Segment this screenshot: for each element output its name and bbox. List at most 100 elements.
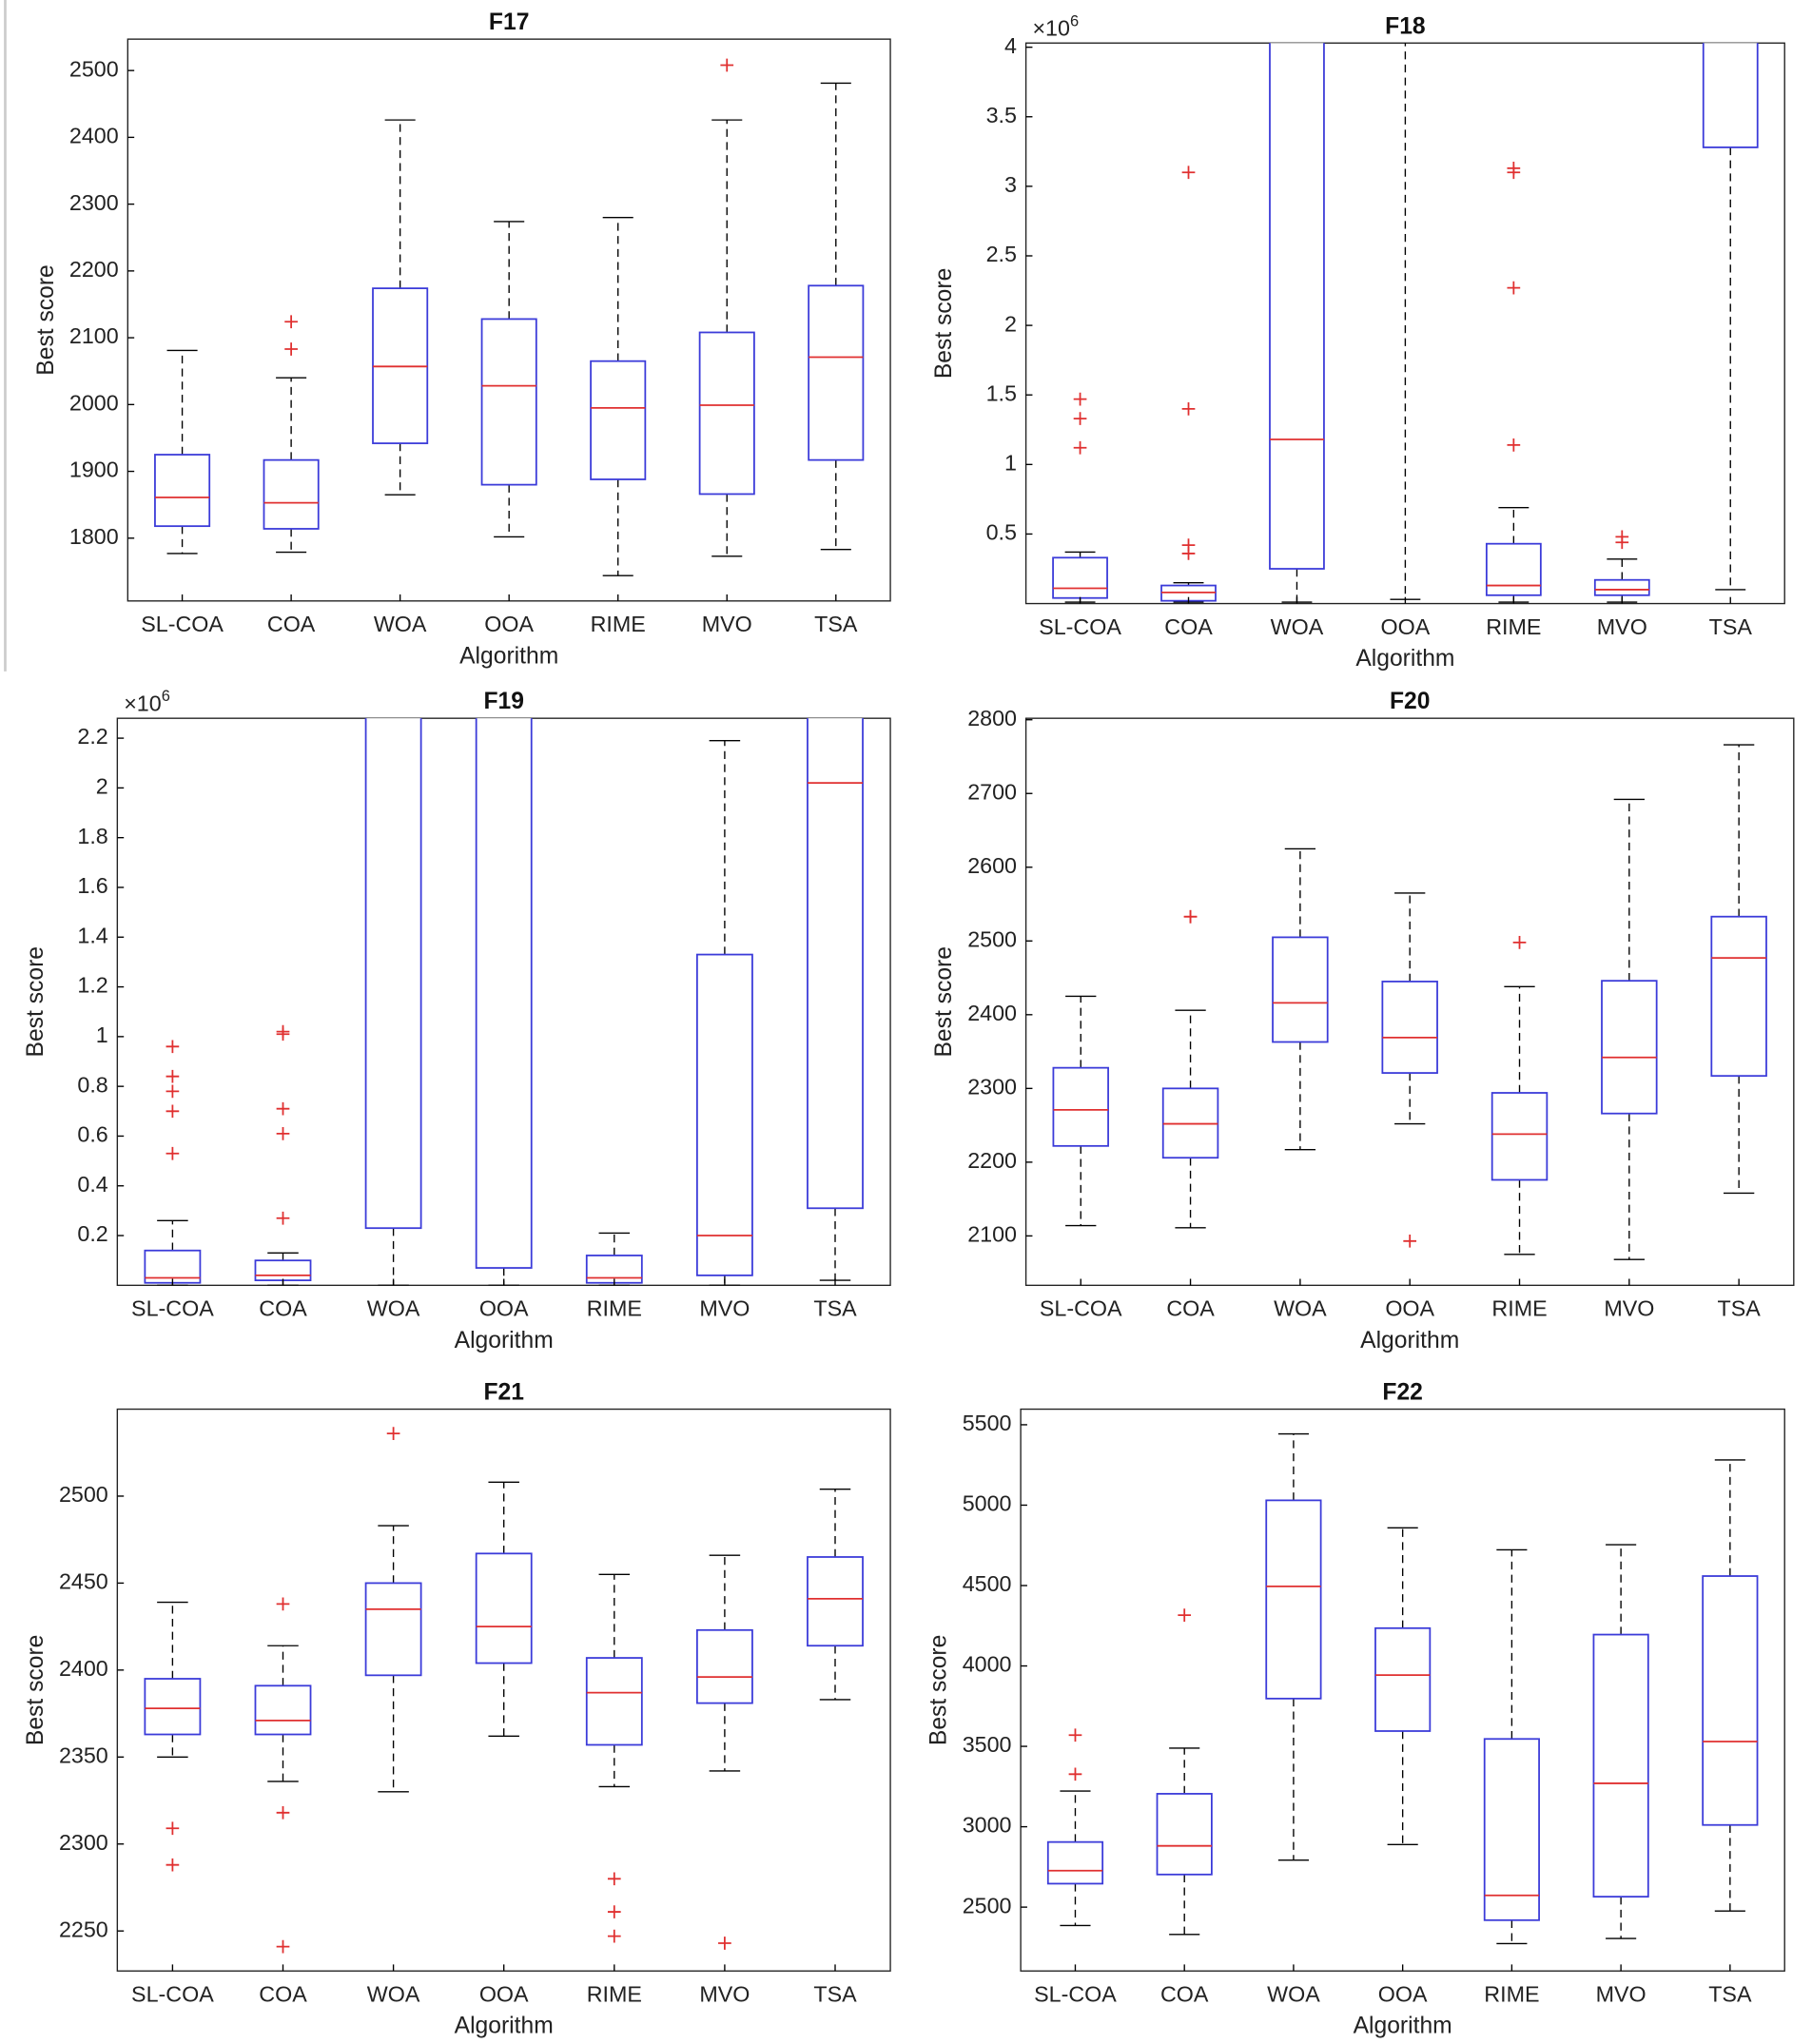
- x-tick-label: RIME: [591, 612, 646, 636]
- outlier: [1615, 535, 1629, 550]
- outlier: [1507, 165, 1521, 180]
- plot-area: [144, 1427, 864, 1954]
- x-axis-label: Algorithm: [459, 643, 558, 669]
- x-tick-label: MVO: [1597, 614, 1647, 639]
- x-axis-label: Algorithm: [1355, 646, 1454, 672]
- outlier: [1073, 440, 1087, 455]
- y-tick-label: 1.8: [77, 824, 107, 848]
- y-tick-label: 0.6: [77, 1122, 107, 1147]
- outlier: [1068, 1728, 1082, 1742]
- outlier: [386, 1427, 400, 1440]
- y-tick-label: 3000: [963, 1813, 1012, 1838]
- x-tick-label: SL-COA: [141, 612, 224, 636]
- y-tick-label: 5500: [963, 1411, 1012, 1435]
- outlier: [166, 1146, 180, 1160]
- box: [695, 953, 753, 1276]
- x-tick-label: SL-COA: [131, 1296, 214, 1321]
- y-tick-label: 1.4: [77, 923, 107, 947]
- y-tick-label: 0.5: [986, 520, 1017, 545]
- x-tick-label: COA: [259, 1981, 307, 2006]
- box: [1272, 936, 1329, 1043]
- y-tick-label: 4500: [963, 1571, 1012, 1596]
- outlier: [276, 1126, 290, 1140]
- y-tick-label: 4000: [963, 1652, 1012, 1677]
- x-tick-label: COA: [259, 1296, 307, 1321]
- y-tick-label: 2400: [59, 1656, 108, 1681]
- box: [1052, 1066, 1109, 1147]
- chart-title: F22: [1382, 1380, 1423, 1406]
- x-tick-label: OOA: [479, 1981, 529, 2006]
- y-tick-label: 2500: [69, 56, 119, 81]
- chart: SL-COA COA WOA OOA RIME MVO TSA 2100 2200 2300 240…: [931, 689, 1795, 1353]
- plot-area: [144, 718, 864, 1286]
- y-tick-label: 1.6: [77, 873, 107, 898]
- box: [254, 1684, 312, 1736]
- y-tick-label: 2: [1004, 311, 1017, 336]
- outlier: [607, 1872, 621, 1886]
- x-axis-label: Algorithm: [455, 1328, 554, 1353]
- x-tick-label: WOA: [1267, 1981, 1320, 2006]
- x-tick-label: OOA: [1378, 1981, 1428, 2006]
- chart: SL-COA COA WOA OOA RIME MVO TSA 2500 3000 3500 400…: [926, 1380, 1785, 2039]
- y-tick-label: 3: [1004, 172, 1017, 197]
- outlier: [1181, 165, 1196, 180]
- chart-title: F19: [483, 689, 524, 714]
- y-tick-label: 2400: [967, 1001, 1017, 1025]
- y-tick-label: 0.4: [77, 1172, 107, 1197]
- exponent-power: 6: [1070, 13, 1079, 30]
- y-tick-label: 2450: [59, 1569, 108, 1594]
- box: [1702, 1575, 1759, 1826]
- x-tick-label: OOA: [1381, 614, 1431, 639]
- outlier: [276, 1597, 290, 1611]
- outlier: [166, 1084, 180, 1099]
- box: [698, 331, 755, 496]
- y-tick-label: 3500: [963, 1732, 1012, 1757]
- x-tick-label: MVO: [699, 1981, 750, 2006]
- outlier: [166, 1040, 180, 1054]
- y-tick-label: 1900: [69, 457, 119, 482]
- box: [807, 1556, 864, 1647]
- box: [695, 1628, 753, 1704]
- x-tick-label: WOA: [1274, 1296, 1327, 1321]
- x-tick-label: WOA: [374, 612, 427, 636]
- exponent-base: ×10: [124, 691, 162, 716]
- y-tick-label: 1: [96, 1022, 108, 1047]
- box: [1052, 556, 1108, 599]
- chart-title: F20: [1390, 689, 1431, 714]
- x-axis-label: Algorithm: [1360, 1328, 1459, 1353]
- x-tick-label: TSA: [813, 1296, 857, 1321]
- y-tick-label: 4: [1004, 33, 1017, 58]
- y-tick-label: 2700: [967, 779, 1017, 804]
- outlier: [607, 1929, 621, 1943]
- y-exponent: ×106: [1032, 13, 1079, 41]
- box: [590, 360, 647, 480]
- outlier: [276, 1939, 290, 1954]
- y-tick-label: 2350: [59, 1742, 108, 1767]
- box: [1710, 915, 1767, 1078]
- y-tick-label: 0.8: [77, 1072, 107, 1097]
- outlier: [1507, 281, 1521, 295]
- plot-area: [1052, 43, 1759, 603]
- y-tick-label: 2300: [69, 190, 119, 215]
- y-axis-label: Best score: [33, 264, 59, 375]
- box: [1592, 1633, 1649, 1898]
- chart: SL-COA COA WOA OOA RIME MVO TSA 1800 1900 2000 210…: [33, 10, 891, 669]
- box: [1485, 542, 1542, 596]
- x-tick-label: RIME: [587, 1981, 642, 2006]
- outlier: [276, 1211, 290, 1225]
- x-tick-label: TSA: [1718, 1296, 1762, 1321]
- x-tick-label: WOA: [367, 1296, 420, 1321]
- box: [263, 458, 320, 530]
- exponent-power: 6: [162, 689, 170, 706]
- x-tick-label: MVO: [1596, 1981, 1646, 2006]
- box: [1702, 43, 1759, 148]
- box: [480, 318, 537, 486]
- box: [475, 1552, 533, 1664]
- x-tick-label: TSA: [1709, 614, 1753, 639]
- x-tick-label: COA: [1160, 1981, 1209, 2006]
- outlier: [1073, 392, 1087, 406]
- chart-title: F18: [1385, 13, 1426, 39]
- outlier: [1068, 1767, 1082, 1781]
- y-axis-label: Best score: [931, 946, 957, 1057]
